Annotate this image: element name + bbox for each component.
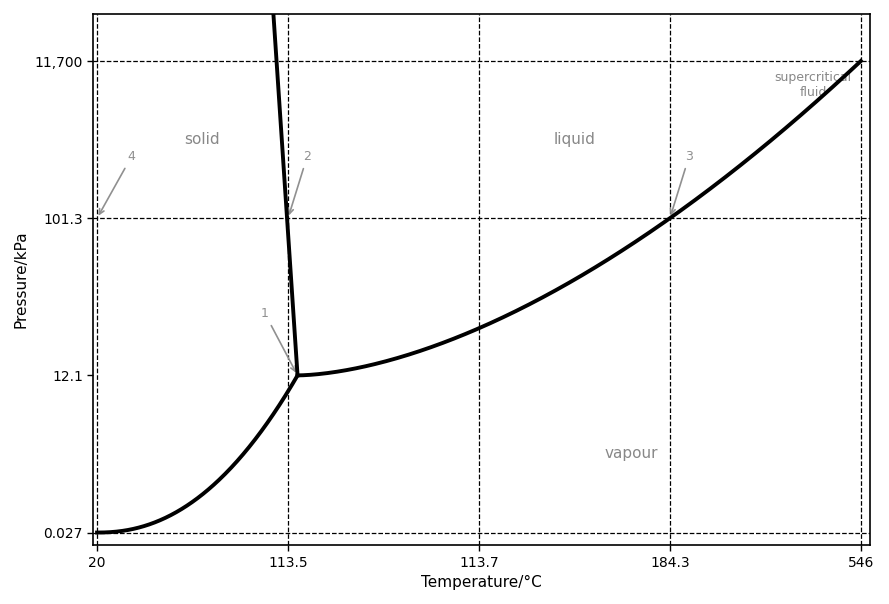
Text: 1: 1: [261, 307, 295, 371]
Text: 4: 4: [100, 150, 135, 214]
X-axis label: Temperature/°C: Temperature/°C: [421, 575, 542, 590]
Y-axis label: Pressure/kPa: Pressure/kPa: [14, 231, 28, 329]
Text: supercritical
fluid: supercritical fluid: [774, 71, 852, 98]
Text: vapour: vapour: [605, 446, 659, 461]
Text: liquid: liquid: [554, 132, 596, 147]
Text: solid: solid: [184, 132, 220, 147]
Text: 3: 3: [670, 150, 693, 214]
Text: 2: 2: [288, 150, 311, 214]
